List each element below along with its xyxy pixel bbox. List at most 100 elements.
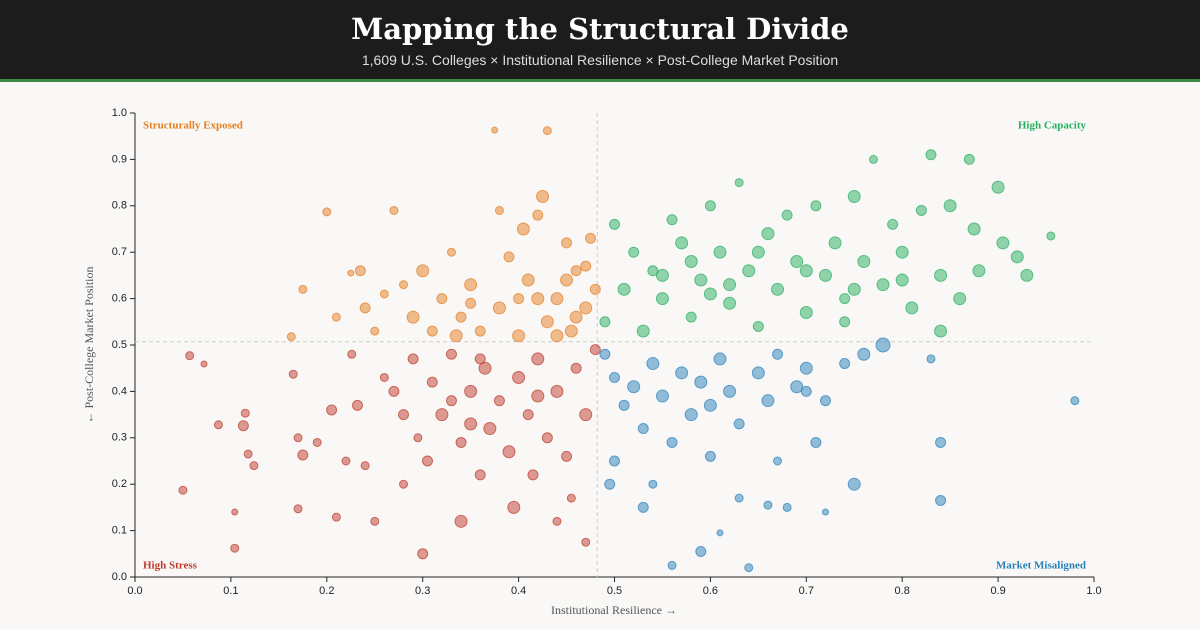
point xyxy=(347,269,355,277)
point xyxy=(782,502,792,512)
point xyxy=(513,293,525,305)
point xyxy=(585,232,597,244)
point xyxy=(818,268,832,282)
point xyxy=(531,292,545,306)
x-tick-label: 0.7 xyxy=(799,585,814,597)
point xyxy=(298,284,308,294)
point xyxy=(628,246,640,258)
x-tick-label: 0.0 xyxy=(127,585,142,597)
point xyxy=(286,332,296,342)
y-tick-label: 0.4 xyxy=(112,385,127,397)
y-tick-label: 0.7 xyxy=(112,246,127,258)
point xyxy=(751,366,765,380)
point xyxy=(1046,231,1056,241)
point xyxy=(771,282,785,296)
point xyxy=(464,384,478,398)
point xyxy=(483,422,497,436)
point xyxy=(637,423,649,435)
point xyxy=(734,178,744,188)
chart-title: Mapping the Structural Divide xyxy=(351,12,849,46)
point xyxy=(293,504,303,514)
point xyxy=(734,493,744,503)
point xyxy=(943,199,957,213)
point xyxy=(704,200,716,212)
point xyxy=(331,312,341,322)
point xyxy=(389,205,399,215)
point xyxy=(772,348,784,360)
point xyxy=(474,325,486,337)
y-axis-title: ← Post-College Market Position xyxy=(82,267,96,424)
point xyxy=(646,357,660,371)
point xyxy=(512,329,526,343)
header: Mapping the Structural Divide 1,609 U.S.… xyxy=(0,0,1200,82)
point xyxy=(609,455,620,467)
point xyxy=(589,283,601,295)
point xyxy=(491,126,499,134)
point xyxy=(521,273,535,287)
point xyxy=(617,282,631,296)
point xyxy=(839,293,851,305)
point xyxy=(351,399,363,411)
point xyxy=(790,254,804,268)
point xyxy=(684,408,698,422)
point xyxy=(231,508,239,516)
point xyxy=(388,385,400,397)
point xyxy=(991,180,1005,194)
point xyxy=(627,380,641,394)
point xyxy=(407,353,419,365)
y-tick-label: 0.6 xyxy=(112,293,127,305)
point xyxy=(398,409,410,421)
point xyxy=(905,301,919,315)
point xyxy=(675,236,689,250)
point xyxy=(536,190,550,204)
x-tick-label: 0.1 xyxy=(223,585,238,597)
point xyxy=(213,420,223,430)
quadrant-label: High Stress xyxy=(143,560,198,572)
point xyxy=(694,273,708,287)
point xyxy=(934,324,948,338)
point xyxy=(354,265,366,277)
point xyxy=(561,450,573,462)
point xyxy=(666,214,678,226)
point xyxy=(684,254,698,268)
point xyxy=(1020,268,1034,282)
point xyxy=(379,372,389,382)
point xyxy=(370,326,380,336)
point xyxy=(492,301,506,315)
point xyxy=(527,469,539,481)
point xyxy=(637,501,649,513)
x-tick-label: 0.8 xyxy=(895,585,910,597)
point xyxy=(322,207,332,217)
point xyxy=(445,348,457,360)
point xyxy=(744,563,754,573)
point xyxy=(609,218,620,230)
point xyxy=(800,385,812,397)
point xyxy=(599,348,611,360)
point xyxy=(839,358,851,370)
point xyxy=(579,301,593,315)
point xyxy=(561,237,573,249)
point xyxy=(799,306,813,320)
point xyxy=(421,455,433,467)
x-tick-label: 0.3 xyxy=(415,585,430,597)
x-axis-title: Institutional Resilience → xyxy=(551,603,677,617)
y-tick-label: 0.2 xyxy=(112,478,127,490)
point xyxy=(230,543,240,553)
point xyxy=(935,494,947,506)
point xyxy=(550,384,564,398)
x-tick-label: 0.5 xyxy=(607,585,622,597)
point xyxy=(723,384,737,398)
point xyxy=(723,296,737,310)
point xyxy=(799,361,813,375)
point xyxy=(695,545,707,557)
point xyxy=(579,408,593,422)
point xyxy=(532,209,544,221)
point xyxy=(953,292,967,306)
point xyxy=(474,469,486,481)
point xyxy=(694,375,708,389)
point xyxy=(288,369,298,379)
x-tick-label: 0.6 xyxy=(703,585,718,597)
point xyxy=(399,280,409,290)
y-tick-label: 0.9 xyxy=(112,153,127,165)
point xyxy=(857,254,871,268)
